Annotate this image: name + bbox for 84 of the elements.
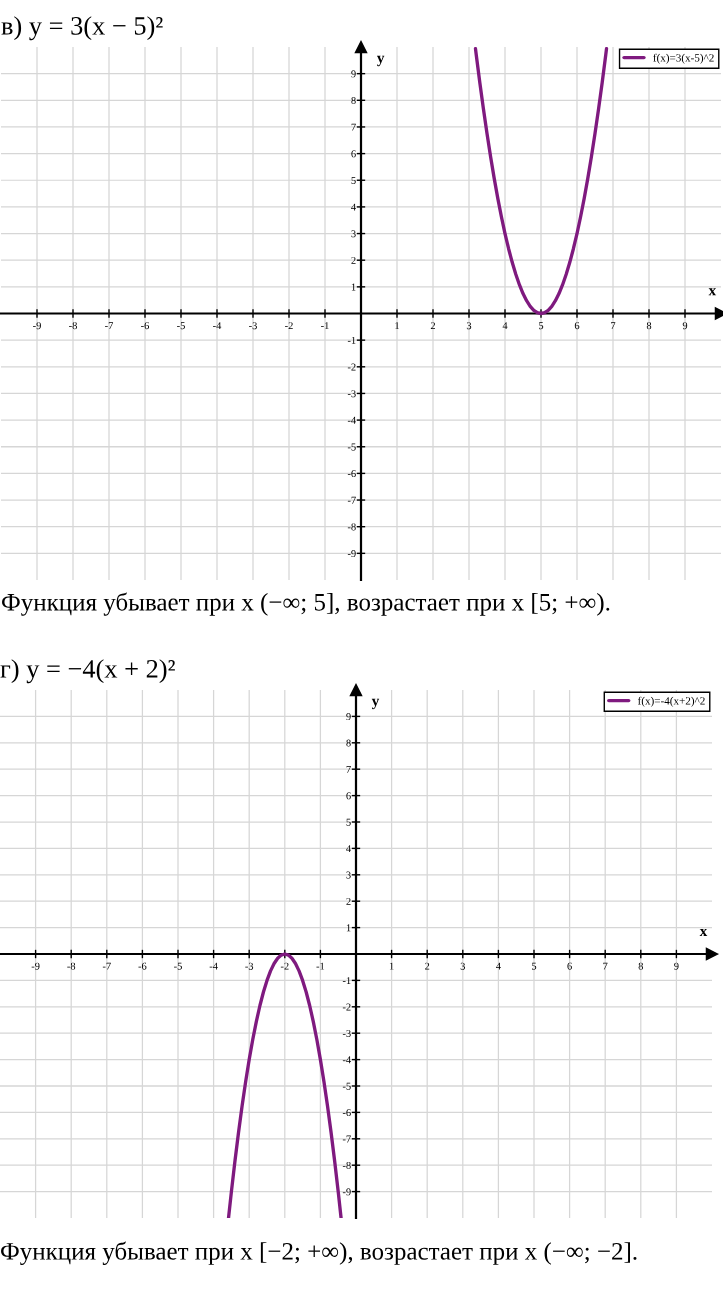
x-tick-label: -6 bbox=[141, 322, 150, 330]
y-tick-label: 2 bbox=[351, 256, 356, 264]
y-tick-label: 8 bbox=[351, 96, 356, 105]
y-tick-label: 2 bbox=[346, 897, 351, 905]
x-tick-label: 6 bbox=[567, 962, 572, 970]
x-tick-label: -7 bbox=[102, 962, 111, 970]
line-series bbox=[226, 952, 343, 1218]
y-axis-title: y bbox=[376, 55, 385, 67]
y-tick-label: 1 bbox=[351, 283, 356, 291]
x-tick-label: 3 bbox=[460, 962, 465, 970]
y-tick-label: -2 bbox=[342, 1003, 351, 1011]
chart-title: г) y = −4(x + 2)² bbox=[0, 659, 175, 684]
y-tick-label: 9 bbox=[346, 713, 351, 721]
x-tick-label: -9 bbox=[31, 962, 40, 970]
y-tick-label: 7 bbox=[351, 123, 356, 131]
y-tick-label: -1 bbox=[347, 336, 356, 344]
y-tick-label: 6 bbox=[346, 792, 351, 800]
x-tick-label: -5 bbox=[174, 962, 182, 970]
y-tick-label: -6 bbox=[347, 470, 356, 478]
y-tick-label: -1 bbox=[342, 977, 351, 985]
x-tick-label: -3 bbox=[245, 962, 254, 970]
y-tick-label: -5 bbox=[342, 1082, 351, 1090]
x-tick-label: 1 bbox=[389, 962, 394, 970]
chart-title: в) y = 3(x − 5)² bbox=[1, 16, 163, 41]
x-tick-label: -4 bbox=[209, 962, 218, 970]
y-tick-label: -3 bbox=[342, 1029, 351, 1037]
y-tick-label: 9 bbox=[351, 70, 356, 78]
x-tick-label: -3 bbox=[249, 322, 257, 330]
y-tick-label: -8 bbox=[342, 1161, 351, 1169]
x-tick-label: -5 bbox=[177, 322, 185, 330]
legend-label: f(x)=3(x-5)^2 bbox=[653, 53, 714, 64]
x-tick-label: -4 bbox=[213, 322, 222, 330]
x-tick-label: -8 bbox=[69, 322, 77, 330]
y-tick-label: -9 bbox=[342, 1188, 351, 1196]
y-tick-label: -7 bbox=[342, 1135, 351, 1143]
x-tick-label: 3 bbox=[466, 322, 472, 330]
y-tick-label: 5 bbox=[346, 818, 351, 826]
x-tick-label: -7 bbox=[105, 322, 114, 330]
y-tick-label: 4 bbox=[346, 845, 351, 853]
x-tick-label: 8 bbox=[638, 962, 644, 970]
text: Функция убывает при x [−2; +∞), возрастает при x (−∞; −2]. bbox=[1, 1241, 637, 1265]
line-series bbox=[473, 47, 609, 316]
x-tick-label: -8 bbox=[67, 962, 76, 970]
x-tick-label: 9 bbox=[674, 962, 679, 970]
x-tick-label: -6 bbox=[138, 962, 147, 970]
y-tick-label: -3 bbox=[347, 390, 356, 398]
x-tick-label: 6 bbox=[574, 322, 580, 330]
x-tick-label: 5 bbox=[539, 322, 544, 330]
y-tick-label: 8 bbox=[346, 739, 351, 747]
y-tick-label: 3 bbox=[351, 230, 356, 238]
y-tick-label: -5 bbox=[347, 443, 356, 451]
x-tick-label: 5 bbox=[532, 962, 537, 970]
x-tick-label: -1 bbox=[316, 962, 325, 970]
y-tick-label: -7 bbox=[347, 496, 356, 504]
y-tick-label: 5 bbox=[351, 177, 356, 184]
x-axis-title: x bbox=[708, 288, 717, 296]
x-tick-label: 7 bbox=[611, 322, 616, 330]
x-axis-title: x bbox=[699, 928, 708, 936]
x-tick-label: -2 bbox=[280, 962, 289, 970]
x-tick-label: 8 bbox=[646, 322, 652, 330]
x-tick-label: 2 bbox=[430, 322, 436, 330]
y-tick-label: 3 bbox=[346, 871, 351, 879]
y-tick-label: -4 bbox=[347, 416, 356, 424]
y-tick-label: -9 bbox=[347, 550, 356, 558]
y-tick-label: 6 bbox=[351, 150, 356, 158]
y-axis-title: y bbox=[371, 698, 380, 710]
y-tick-label: 7 bbox=[346, 765, 351, 773]
x-tick-label: -9 bbox=[33, 322, 41, 330]
x-tick-label: 4 bbox=[496, 962, 501, 970]
y-tick-label: 4 bbox=[351, 203, 356, 211]
legend-label: f(x)=-4(x+2)^2 bbox=[637, 696, 705, 707]
y-tick-label: 1 bbox=[346, 924, 351, 932]
y-tick-label: -2 bbox=[347, 363, 356, 371]
y-tick-label: -8 bbox=[347, 523, 356, 531]
x-tick-label: 7 bbox=[603, 962, 608, 970]
x-tick-label: 4 bbox=[502, 322, 508, 330]
x-tick-label: 9 bbox=[682, 322, 688, 330]
y-tick-label: -6 bbox=[342, 1109, 351, 1117]
x-tick-label: -1 bbox=[321, 322, 329, 330]
x-tick-label: 1 bbox=[395, 322, 399, 330]
text: Функция убывает при x (−∞; 5], возрастает при x [5; +∞). bbox=[2, 592, 610, 616]
x-tick-label: -2 bbox=[285, 322, 293, 330]
x-tick-label: 2 bbox=[425, 962, 430, 970]
y-tick-label: -4 bbox=[342, 1056, 351, 1064]
